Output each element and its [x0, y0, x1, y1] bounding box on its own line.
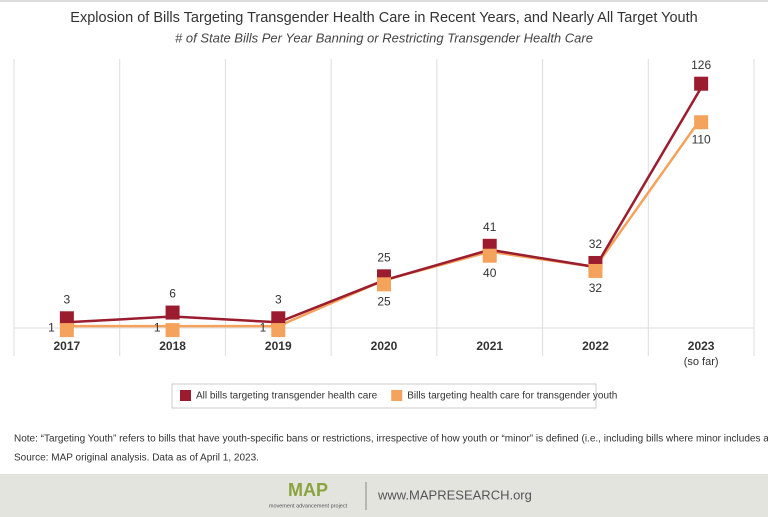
chart-title: Explosion of Bills Targeting Transgender…: [70, 10, 697, 26]
data-label: 32: [589, 237, 603, 251]
legend-label: Bills targeting health care for transgen…: [407, 391, 617, 402]
data-label: 6: [169, 287, 176, 301]
annotation: (so far): [684, 356, 719, 368]
note: Note: “Targeting Youth” refers to bills …: [14, 434, 768, 445]
footer-logo: MAP: [288, 480, 328, 500]
data-label: 1: [260, 320, 267, 334]
marker: [165, 323, 180, 338]
data-label: 41: [483, 220, 497, 234]
data-label: 110: [692, 132, 711, 146]
data-label: 40: [483, 266, 497, 280]
data-label: 3: [275, 292, 282, 306]
data-label: 126: [691, 58, 711, 72]
data-label: 1: [154, 320, 161, 334]
x-tick-label: 2022: [582, 339, 609, 353]
x-tick-label: 2020: [371, 339, 398, 353]
legend-box: [171, 383, 597, 409]
legend-swatch: [391, 390, 403, 401]
x-tick-label: 2023: [688, 339, 715, 353]
x-tick-label: 2021: [476, 339, 503, 353]
data-label: 32: [589, 281, 603, 295]
legend-swatch: [180, 390, 191, 401]
x-tick-label: 2019: [265, 339, 292, 353]
marker: [588, 263, 603, 278]
marker: [59, 323, 74, 338]
data-label: 25: [377, 294, 391, 308]
marker: [271, 323, 286, 338]
data-label: 3: [64, 292, 71, 306]
data-label: 25: [377, 250, 391, 264]
marker: [59, 311, 74, 326]
chart-subtitle: # of State Bills Per Year Banning or Res…: [175, 30, 593, 45]
footer-tagline: movement advancement project: [269, 503, 348, 509]
footer-band: [0, 474, 768, 517]
marker: [694, 76, 709, 91]
data-label: 1: [48, 320, 55, 334]
marker: [482, 248, 497, 263]
legend-label: All bills targeting transgender health c…: [196, 391, 378, 402]
note: Source: MAP original analysis. Data as o…: [14, 453, 259, 464]
x-tick-label: 2018: [159, 339, 186, 353]
marker: [377, 277, 391, 292]
x-tick-label: 2017: [54, 339, 81, 353]
marker: [271, 311, 286, 326]
marker: [165, 305, 180, 320]
footer-url: www.MAPRESEARCH.org: [377, 487, 532, 502]
marker: [694, 115, 709, 130]
